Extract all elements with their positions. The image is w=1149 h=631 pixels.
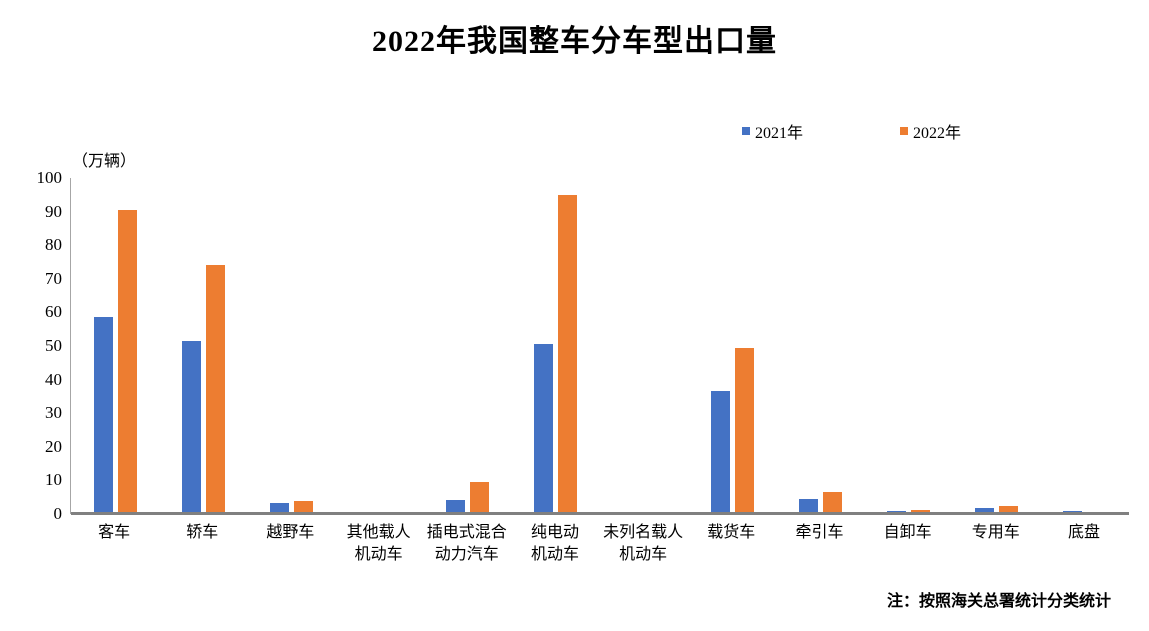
x-axis-label-底盘: 底盘	[1067, 524, 1100, 541]
bar-2021年-轿车	[181, 340, 201, 514]
y-tick-label-70: 70	[45, 268, 62, 288]
footnote: 注：按照海关总署统计分类统计	[886, 593, 1111, 610]
bar-group-轿车	[159, 265, 247, 514]
bar-group-客车	[71, 209, 159, 514]
bar-group-插电式混合动力汽车	[424, 482, 512, 514]
bar-2021年-越野车	[269, 503, 289, 514]
legend: 2021年 2022年	[742, 119, 961, 143]
y-tick-label-30: 30	[45, 403, 62, 423]
x-axis-label-轿车: 轿车	[186, 524, 219, 541]
y-axis-tick-labels: 0 10 20 30 40 50 60 70 80 90 100	[0, 169, 63, 522]
plot-area	[70, 178, 1129, 515]
bar-2021年-纯电动机动车	[534, 344, 554, 514]
legend-label: 2022年	[913, 125, 962, 142]
x-axis-label-载货车: 载货车	[707, 524, 756, 541]
bar-group-专用车	[953, 505, 1041, 514]
bar-2022年-插电式混合动力汽车	[470, 482, 490, 514]
legend-item-2022年: 2022年	[900, 119, 961, 143]
x-axis-label-牵引车: 牵引车	[795, 524, 844, 541]
x-axis-label-插电式混合动力汽车: 插电式混合 动力汽车	[426, 524, 507, 563]
y-axis-unit-label: （万辆）	[72, 153, 137, 170]
x-axis-label-专用车: 专用车	[971, 524, 1020, 541]
bar-2022年-轿车	[205, 265, 225, 514]
bar-2022年-载货车	[734, 347, 754, 514]
bar-2022年-专用车	[999, 505, 1019, 514]
bar-2021年-专用车	[975, 507, 995, 514]
bar-2021年-载货车	[710, 391, 730, 514]
x-axis-label-其他载人机动车: 其他载人 机动车	[346, 524, 411, 563]
chart-title: 2022年我国整车分车型出口量	[372, 25, 777, 58]
y-tick-label-100: 100	[36, 168, 63, 187]
y-tick-label-60: 60	[45, 302, 62, 322]
x-axis-label-越野车: 越野车	[266, 524, 315, 541]
bar-group-牵引车	[776, 492, 864, 514]
x-axis-label-客车: 客车	[98, 524, 131, 541]
bar-group-越野车	[247, 500, 335, 514]
x-axis-label-未列名载人机动车: 未列名载人 机动车	[603, 524, 684, 563]
bar-2021年-牵引车	[798, 498, 818, 514]
y-tick-label-80: 80	[45, 235, 62, 255]
x-axis-labels: 客车 轿车 越野车 其他载人 机动车 插电式混合 动力汽车 纯电动 机动车 未列名载人 机动…	[70, 522, 1128, 566]
x-axis-line	[71, 512, 1129, 515]
plot-groups	[71, 178, 1129, 514]
legend-swatch-icon	[900, 127, 909, 135]
x-axis-label-自卸车: 自卸车	[883, 524, 932, 541]
bar-group-载货车	[688, 347, 776, 514]
bar-2022年-牵引车	[822, 492, 842, 514]
legend-label: 2021年	[755, 125, 804, 142]
y-tick-label-0: 0	[53, 504, 63, 523]
y-tick-label-20: 20	[45, 436, 62, 456]
legend-swatch-icon	[742, 127, 750, 135]
bar-2021年-插电式混合动力汽车	[446, 499, 466, 514]
bar-2022年-纯电动机动车	[558, 194, 578, 514]
x-axis-label-纯电动机动车: 纯电动 机动车	[530, 524, 579, 563]
legend-item-2021年: 2021年	[742, 119, 803, 143]
bar-2022年-客车	[117, 209, 137, 514]
bar-group-纯电动机动车	[512, 194, 600, 514]
bar-2021年-客车	[93, 317, 113, 514]
y-tick-label-10: 10	[45, 470, 62, 490]
y-tick-label-90: 90	[45, 201, 62, 221]
bar-2022年-越野车	[293, 500, 313, 514]
y-tick-label-40: 40	[45, 369, 62, 389]
y-tick-label-50: 50	[45, 336, 62, 355]
